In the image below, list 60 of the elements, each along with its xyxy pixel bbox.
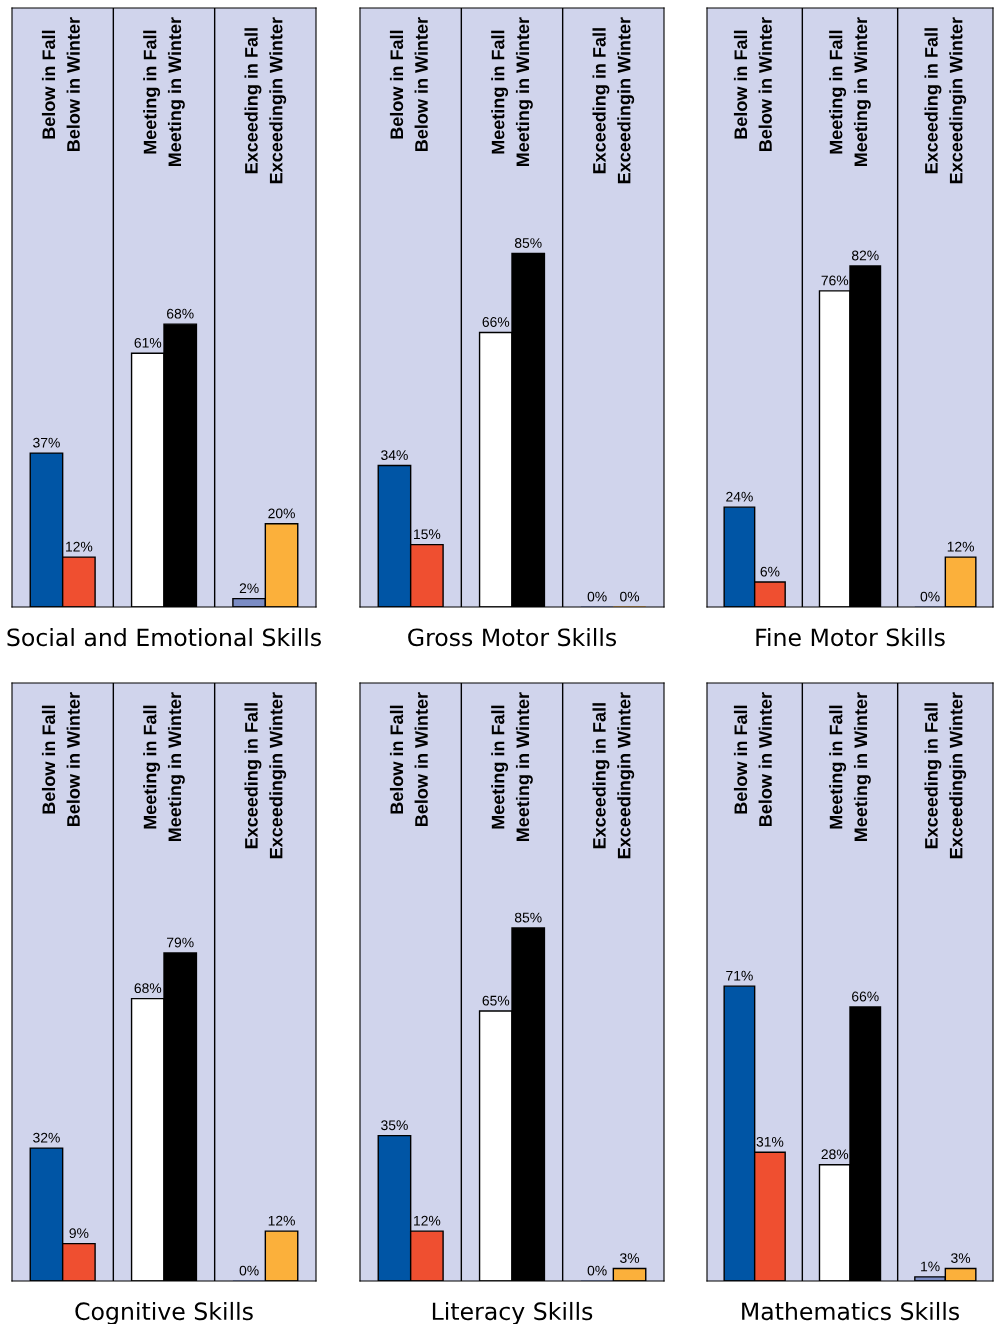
- data-label: 2%: [239, 583, 259, 594]
- data-label: 3%: [951, 1253, 971, 1264]
- x-tick-label: Exceeding in Fall Exceedingin Winter: [592, 17, 635, 184]
- x-tick-label: Below in Fall Below in Winter: [389, 692, 428, 827]
- x-tick-label: Meeting in Fall Meeting in Winter: [829, 17, 871, 167]
- data-label: 1%: [921, 1261, 940, 1272]
- data-label: 65%: [482, 995, 510, 1006]
- data-label: 79%: [167, 937, 194, 948]
- x-tick-label: Exceeding in Fall Exceedingin Winter: [244, 17, 287, 184]
- x-tick-label: Exceeding in Fall Exceedingin Winter: [924, 17, 967, 184]
- text: Literacy Skills: [432, 1301, 593, 1324]
- data-label: 12%: [66, 541, 93, 552]
- text: Fine Motor Skills: [756, 627, 945, 647]
- data-label: 85%: [514, 912, 542, 923]
- data-label: 6%: [760, 566, 780, 577]
- x-tick-label: Meeting in Fall Meeting in Winter: [829, 692, 871, 842]
- data-label: 85%: [514, 238, 542, 248]
- data-label: 0%: [239, 1265, 259, 1276]
- data-label: 28%: [821, 1149, 849, 1160]
- x-tick-label: Below in Fall Below in Winter: [389, 17, 428, 152]
- data-label: 0%: [920, 591, 940, 602]
- data-label: 9%: [69, 1228, 89, 1239]
- x-tick-label: Below in Fall Below in Winter: [41, 17, 80, 152]
- data-label: 31%: [756, 1136, 784, 1147]
- text: Gross Motor Skills: [408, 627, 617, 647]
- data-label: 37%: [33, 437, 60, 448]
- data-label: 12%: [947, 541, 974, 552]
- x-tick-label: Meeting in Fall Meeting in Winter: [143, 17, 185, 167]
- data-label: 68%: [167, 308, 194, 319]
- x-tick-label: Meeting in Fall Meeting in Winter: [491, 692, 533, 842]
- data-label: 3%: [620, 1253, 640, 1264]
- data-label: 0%: [587, 591, 607, 602]
- x-tick-label: Below in Fall Below in Winter: [733, 17, 772, 152]
- data-label: 76%: [821, 275, 849, 286]
- x-tick-label: Meeting in Fall Meeting in Winter: [491, 17, 533, 167]
- data-label: 66%: [852, 991, 879, 1002]
- text: Mathematics Skills: [742, 1301, 959, 1321]
- data-label: 24%: [726, 491, 753, 502]
- data-label: 61%: [134, 337, 162, 348]
- data-label: 12%: [414, 1215, 441, 1226]
- data-label: 82%: [851, 250, 879, 261]
- data-label: 0%: [620, 591, 640, 602]
- data-label: 32%: [33, 1132, 60, 1143]
- x-tick-label: Exceeding in Fall Exceedingin Winter: [244, 692, 287, 859]
- data-label: 71%: [726, 970, 753, 981]
- x-tick-label: Below in Fall Below in Winter: [733, 692, 772, 827]
- x-tick-label: Below in Fall Below in Winter: [41, 692, 80, 827]
- data-label: 35%: [381, 1120, 408, 1131]
- text: Cognitive Skills: [75, 1301, 253, 1324]
- data-label: 12%: [268, 1215, 295, 1226]
- data-label: 15%: [414, 529, 441, 540]
- data-label: 66%: [482, 317, 510, 327]
- text: Social and Emotional Skills: [7, 627, 321, 647]
- data-label: 34%: [381, 450, 408, 461]
- data-label: 0%: [587, 1265, 607, 1276]
- x-tick-label: Exceeding in Fall Exceedingin Winter: [924, 692, 967, 859]
- x-tick-label: Exceeding in Fall Exceedingin Winter: [592, 692, 635, 859]
- x-tick-label: Meeting in Fall Meeting in Winter: [143, 692, 185, 842]
- data-label: 68%: [134, 983, 162, 994]
- data-label: 20%: [268, 508, 295, 519]
